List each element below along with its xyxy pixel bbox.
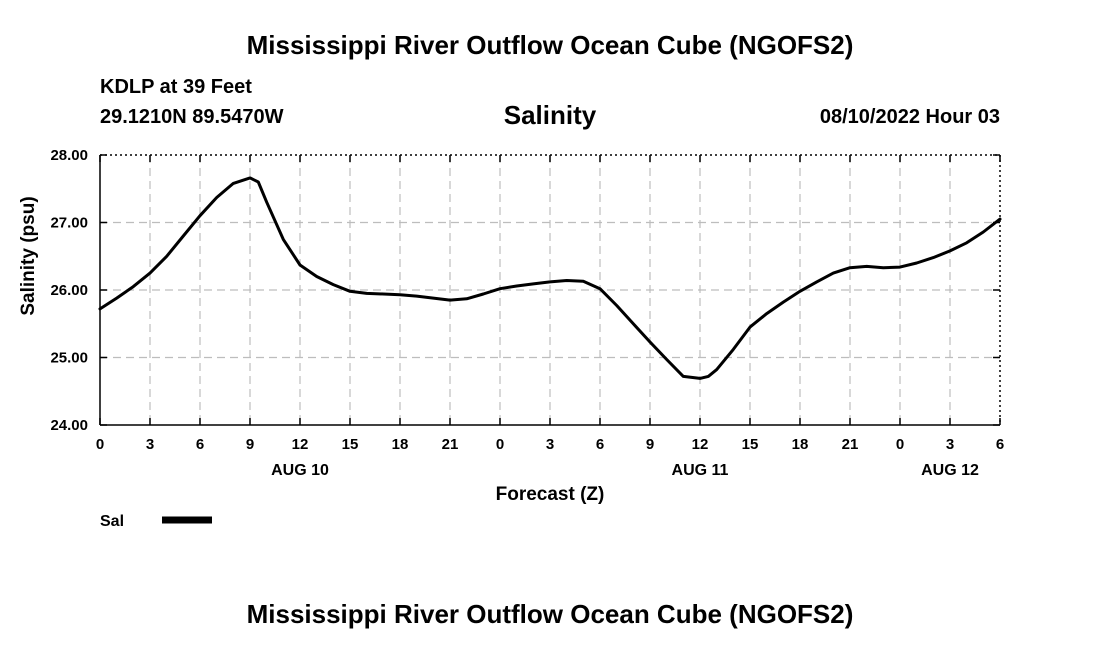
x-tick-label-16: 0: [896, 436, 904, 453]
x-tick-label-0: 0: [96, 436, 104, 453]
x-tick-label-17: 3: [946, 436, 954, 453]
station-coordinates: 29.1210N 89.5470W: [100, 106, 284, 128]
forecast-datetime: 08/10/2022 Hour 03: [819, 106, 1000, 128]
variable-title: Salinity: [503, 100, 597, 130]
footer-title: Mississippi River Outflow Ocean Cube (NG…: [246, 599, 854, 629]
station-label: KDLP at 39 Feet: [100, 76, 252, 98]
x-tick-label-10: 6: [596, 436, 604, 453]
day-label-2: AUG 12: [921, 462, 979, 479]
x-tick-label-8: 0: [496, 436, 504, 453]
day-label-1: AUG 11: [672, 462, 729, 479]
x-tick-label-15: 21: [842, 436, 859, 453]
x-tick-label-11: 9: [646, 436, 654, 453]
x-tick-label-18: 6: [996, 436, 1004, 453]
x-tick-label-9: 3: [546, 436, 554, 453]
axis-labels: Salinity (psu) Forecast (Z) 0 3 6 9 12 15 18 21…: [18, 147, 1004, 505]
day-label-0: AUG 10: [271, 462, 329, 479]
x-tick-label-12: 12: [692, 436, 709, 453]
y-tick-label-2: 26.00: [50, 282, 88, 299]
x-tick-label-3: 9: [246, 436, 254, 453]
y-tick-label-3: 27.00: [50, 215, 88, 232]
x-tick-label-14: 18: [792, 436, 809, 453]
legend-label-sal: Sal: [100, 513, 124, 530]
x-tick-label-13: 15: [742, 436, 759, 453]
series-line-sal: [98, 176, 1002, 380]
x-tick-label-1: 3: [146, 436, 154, 453]
x-tick-label-6: 18: [392, 436, 409, 453]
x-tick-label-4: 12: [292, 436, 309, 453]
x-axis-label: Forecast (Z): [496, 484, 605, 505]
y-tick-label-0: 24.00: [50, 417, 88, 434]
legend: Sal: [100, 513, 212, 530]
x-tick-label-5: 15: [342, 436, 359, 453]
x-tick-label-2: 6: [196, 436, 204, 453]
x-tick-label-7: 21: [442, 436, 459, 453]
y-tick-label-4: 28.00: [50, 147, 88, 164]
y-tick-label-1: 25.00: [50, 350, 88, 367]
series-layer: [98, 176, 1002, 380]
grid-lines: [100, 155, 1000, 425]
tick-marks: [99, 154, 1001, 426]
y-axis-label: Salinity (psu): [18, 196, 39, 315]
chart-title: Mississippi River Outflow Ocean Cube (NG…: [246, 30, 854, 60]
